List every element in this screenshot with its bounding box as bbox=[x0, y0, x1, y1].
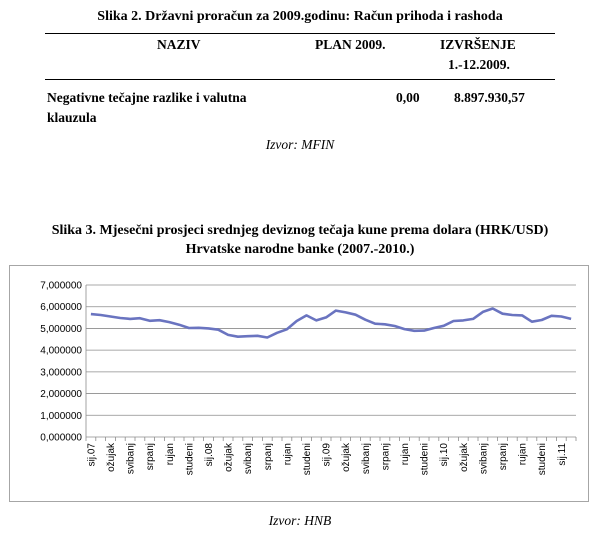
x-tick-label: rujan bbox=[518, 443, 529, 465]
y-tick-label: 6,000000 bbox=[40, 302, 82, 313]
y-tick-label: 0,000000 bbox=[40, 433, 82, 444]
x-tick-label: rujan bbox=[165, 443, 176, 465]
x-tick-label: svibanj bbox=[126, 443, 137, 474]
x-tick-label: srpanj bbox=[145, 443, 156, 470]
header-plan: PLAN 2009. bbox=[315, 37, 386, 52]
y-tick-label: 5,000000 bbox=[40, 324, 82, 335]
table-caption: Slika 2. Državni proračun za 2009.godinu… bbox=[97, 9, 503, 24]
chart-source: Izvor: HNB bbox=[268, 513, 332, 528]
chart-frame: 0,000000 1,000000 2,000000 3,000000 4,000000… bbox=[9, 265, 589, 502]
x-tick-label: svibanj bbox=[361, 443, 372, 474]
x-tick-label: ožujak bbox=[224, 442, 235, 472]
row-plan-value: 0,00 bbox=[396, 90, 420, 105]
x-tick-label: ožujak bbox=[106, 442, 117, 472]
chart-caption: Slika 3. Mjesečni prosjeci srednjeg devi… bbox=[0, 221, 600, 259]
x-tick-label: svibanj bbox=[243, 443, 254, 474]
row-naziv: Negativne tečajne razlike i valutna bbox=[47, 90, 247, 105]
x-tick-label: srpanj bbox=[263, 443, 274, 470]
chart-caption-line1: Slika 3. Mjesečni prosjeci srednjeg devi… bbox=[51, 223, 549, 238]
x-tick-label: ožujak bbox=[341, 442, 352, 472]
x-tick-label: studeni bbox=[302, 443, 313, 475]
table-header-rule bbox=[45, 79, 555, 80]
exchange-rate-chart: 0,000000 1,000000 2,000000 3,000000 4,000000… bbox=[40, 281, 577, 475]
y-tick-label: 7,000000 bbox=[40, 281, 82, 292]
header-izvrsenje: IZVRŠENJE bbox=[440, 37, 516, 52]
x-tick-label: studeni bbox=[184, 443, 195, 475]
y-tick-label: 3,000000 bbox=[40, 367, 82, 378]
y-tick-label: 1,000000 bbox=[40, 411, 82, 422]
x-tick-label: sij.09 bbox=[322, 443, 333, 467]
series-line bbox=[90, 307, 572, 339]
x-tick-label: sij.07 bbox=[86, 443, 97, 467]
x-tick-label: studeni bbox=[537, 443, 548, 475]
x-tick-label: rujan bbox=[400, 443, 411, 465]
x-tick-label: ožujak bbox=[459, 442, 470, 472]
x-tick-label: srpanj bbox=[498, 443, 509, 470]
header-izvrsenje-period: 1.-12.2009. bbox=[448, 57, 510, 72]
row-naziv-cont: klauzula bbox=[47, 110, 97, 125]
y-tick-label: 4,000000 bbox=[40, 346, 82, 357]
header-naziv: NAZIV bbox=[157, 37, 201, 52]
x-tick-label: srpanj bbox=[380, 443, 391, 470]
x-tick-label: sij.11 bbox=[557, 443, 568, 466]
x-tick-label: sij.10 bbox=[439, 443, 450, 467]
x-tick-label: svibanj bbox=[478, 443, 489, 474]
y-tick-label: 2,000000 bbox=[40, 389, 82, 400]
x-tick-label: sij.08 bbox=[204, 443, 215, 467]
row-izvrsenje-value: 8.897.930,57 bbox=[454, 90, 525, 105]
chart-caption-line2: Hrvatske narodne banke (2007.-2010.) bbox=[185, 242, 415, 257]
x-tick-label: studeni bbox=[420, 443, 431, 475]
x-tick-label: rujan bbox=[282, 443, 293, 465]
table-top-rule bbox=[45, 33, 555, 34]
table-source: Izvor: MFIN bbox=[265, 137, 335, 152]
